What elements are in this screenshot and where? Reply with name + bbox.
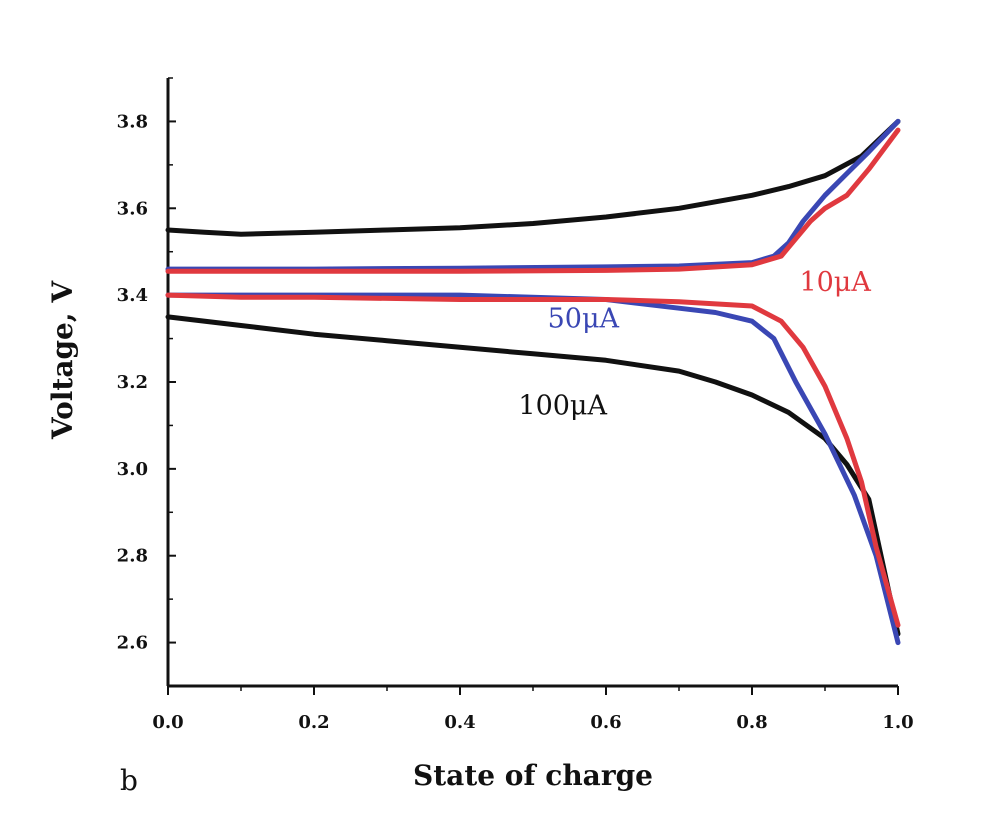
series-label: 10μA xyxy=(799,267,871,298)
panel-label: b xyxy=(120,764,138,797)
y-tick-label: 3.0 xyxy=(117,459,148,480)
x-axis-title: State of charge xyxy=(413,759,653,792)
series-line-2-discharge xyxy=(165,292,901,628)
y-tick-label: 3.6 xyxy=(117,198,148,219)
x-tick-label: 0.6 xyxy=(590,712,621,733)
y-tick-label: 3.2 xyxy=(117,372,148,393)
y-tick-label: 3.4 xyxy=(117,285,148,306)
y-tick-label: 2.6 xyxy=(117,633,148,654)
series-line-0-discharge xyxy=(165,314,901,637)
x-tick-label: 0.4 xyxy=(444,712,475,733)
y-ticks: 2.6 2.8 3.0 3.2 3.4 3.6 3.8 xyxy=(117,77,176,687)
y-axis-title: Voltage, V xyxy=(46,280,79,440)
series-line-1-discharge xyxy=(165,292,901,646)
series-line-2-charge xyxy=(165,127,901,274)
x-ticks: 0.0 0.2 0.4 0.6 0.8 1.0 xyxy=(152,686,914,733)
series-labels: 10μA 50μA 100μA xyxy=(518,267,871,422)
x-tick-label: 0.0 xyxy=(152,712,183,733)
x-tick-label: 1.0 xyxy=(882,712,913,733)
series-label: 100μA xyxy=(518,391,607,422)
axes xyxy=(166,78,898,688)
x-tick-label: 0.8 xyxy=(736,712,767,733)
y-tick-label: 3.8 xyxy=(117,111,148,132)
series-line-0-charge xyxy=(165,118,901,237)
series-group xyxy=(165,118,901,646)
y-tick-label: 2.8 xyxy=(117,546,148,567)
x-tick-label: 0.2 xyxy=(298,712,329,733)
series-label: 50μA xyxy=(548,304,620,335)
